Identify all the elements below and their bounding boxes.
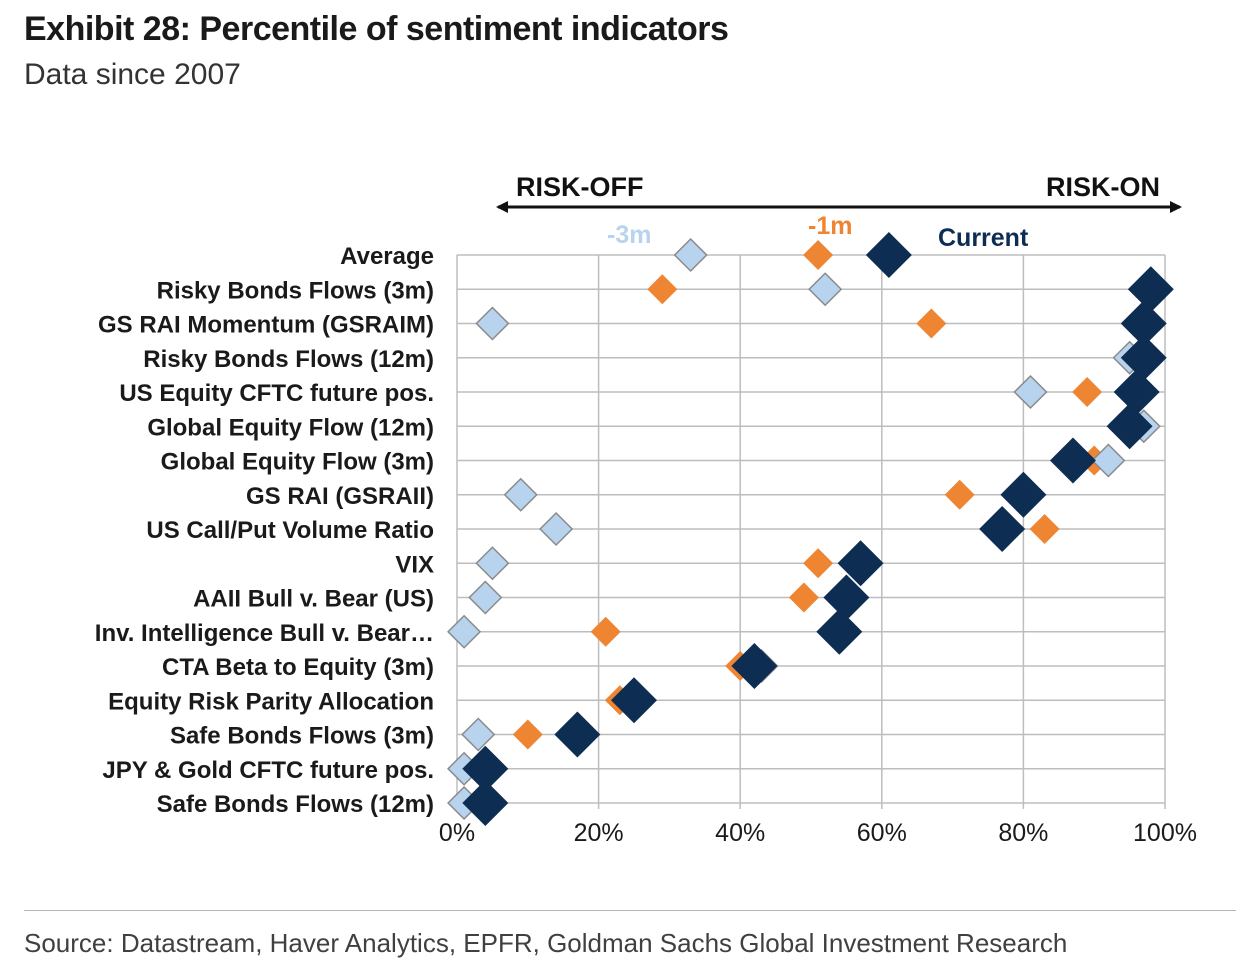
x-tick-label: 40% (715, 819, 765, 847)
x-tick-label: 0% (439, 819, 475, 847)
category-label: Risky Bonds Flows (12m) (143, 346, 434, 373)
marker-3m (1013, 374, 1048, 410)
marker-current (816, 608, 863, 655)
marker-3m (673, 237, 708, 273)
marker-3m (539, 511, 574, 547)
marker-1m (1072, 377, 1103, 407)
marker-current (1106, 403, 1153, 450)
marker-3m (503, 477, 538, 512)
category-label: GS RAI (GSRAII) (246, 483, 434, 510)
marker-current (554, 711, 601, 758)
marker-current (611, 677, 657, 724)
marker-3m (808, 272, 843, 307)
legend-label-current: Current (938, 224, 1029, 252)
category-label: Equity Risk Parity Allocation (108, 688, 434, 715)
sentiment-chart: RISK-OFF RISK-ON -3m -1m Current Average… (95, 172, 1197, 847)
risk-off-label: RISK-OFF (516, 172, 644, 202)
marker-3m (447, 614, 482, 649)
category-label: Safe Bonds Flows (3m) (170, 723, 434, 750)
footer-divider (24, 910, 1236, 911)
marker-current (1113, 369, 1160, 415)
category-label: JPY & Gold CFTC future pos. (102, 757, 434, 784)
marker-current (1049, 437, 1096, 484)
category-label: AAII Bull v. Bear (US) (193, 586, 434, 613)
marker-1m (1029, 514, 1060, 544)
chart-subtitle: Data since 2007 (24, 58, 241, 91)
marker-1m (512, 719, 543, 750)
risk-on-label: RISK-ON (1046, 172, 1160, 202)
category-label: Global Equity Flow (3m) (161, 449, 434, 476)
category-label: US Equity CFTC future pos. (119, 380, 434, 407)
category-label: Global Equity Flow (12m) (147, 414, 434, 441)
x-tick-label: 20% (574, 819, 624, 847)
marker-1m (788, 582, 819, 613)
marker-current (462, 780, 509, 826)
x-tick-label: 100% (1133, 819, 1197, 847)
marker-3m (461, 717, 496, 752)
marker-1m (647, 274, 678, 305)
category-label: Safe Bonds Flows (12m) (157, 791, 434, 818)
category-label: GS RAI Momentum (GSRAIM) (98, 312, 434, 339)
legend-label-1m: -1m (808, 212, 852, 240)
marker-1m (916, 308, 947, 339)
category-label: Inv. Intelligence Bull v. Bear… (95, 620, 434, 647)
marker-3m (1091, 443, 1126, 478)
x-tick-label: 60% (857, 819, 907, 847)
category-label: US Call/Put Volume Ratio (146, 517, 434, 544)
marker-current (1127, 266, 1174, 313)
marker-current (865, 232, 912, 278)
category-label: VIX (395, 551, 434, 578)
marker-current (1120, 334, 1167, 381)
marker-1m (803, 240, 834, 270)
marker-3m (475, 306, 510, 341)
marker-current (731, 643, 778, 689)
chart-title: Exhibit 28: Percentile of sentiment indi… (24, 10, 729, 48)
category-label: Risky Bonds Flows (3m) (157, 277, 434, 304)
marker-3m (475, 546, 510, 581)
category-label: CTA Beta to Equity (3m) (162, 654, 434, 681)
category-label: Average (340, 243, 434, 270)
marker-1m (590, 616, 621, 647)
marker-current (462, 745, 509, 792)
source-note: Source: Datastream, Haver Analytics, EPF… (24, 928, 1068, 958)
marker-current (1120, 300, 1167, 347)
marker-1m (944, 479, 975, 510)
marker-current (837, 540, 884, 587)
marker-current (823, 574, 870, 621)
x-tick-label: 80% (998, 819, 1048, 847)
marker-current (1000, 471, 1047, 518)
marker-1m (803, 548, 834, 579)
legend-label-3m: -3m (607, 221, 651, 249)
marker-3m (468, 580, 503, 615)
marker-current (979, 506, 1026, 552)
